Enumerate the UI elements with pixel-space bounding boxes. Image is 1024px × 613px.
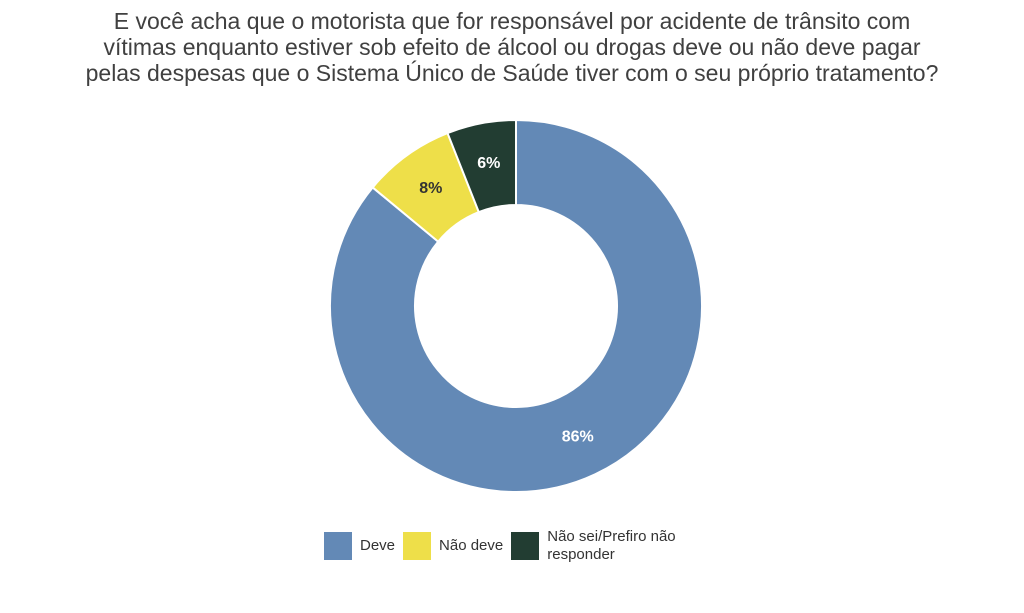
- chart-title-line-1: E você acha que o motorista que for resp…: [113, 8, 911, 34]
- legend-item-deve[interactable]: Deve: [324, 532, 395, 560]
- slice-label-0: 86%: [562, 428, 594, 445]
- legend-swatch-nao-sei: [511, 532, 540, 560]
- legend-swatch-nao-deve: [403, 532, 432, 560]
- slice-label-1: 8%: [419, 180, 442, 197]
- legend-swatch-deve: [324, 532, 352, 560]
- legend-label-deve: Deve: [360, 537, 396, 554]
- chart-title-line-2: vítimas enquanto estiver sob efeito de á…: [103, 34, 921, 60]
- legend: Deve Não deve Não sei/Prefiro não respon…: [324, 528, 715, 564]
- slice-label-2: 6%: [477, 155, 500, 172]
- legend-label-nao-deve: Não deve: [439, 537, 504, 554]
- legend-label-nao-sei: Não sei/Prefiro não responder: [547, 528, 676, 563]
- chart-title-line-3: pelas despesas que o Sistema Único de Sa…: [85, 60, 939, 86]
- donut-slice-2[interactable]: [446, 118, 517, 214]
- donut-slice-0[interactable]: [329, 118, 703, 493]
- legend-item-nao-deve[interactable]: Não deve: [403, 532, 503, 560]
- legend-item-nao-sei[interactable]: Não sei/Prefiro não responder: [511, 528, 707, 564]
- chart-title: E você acha que o motorista que for resp…: [0, 8, 1024, 86]
